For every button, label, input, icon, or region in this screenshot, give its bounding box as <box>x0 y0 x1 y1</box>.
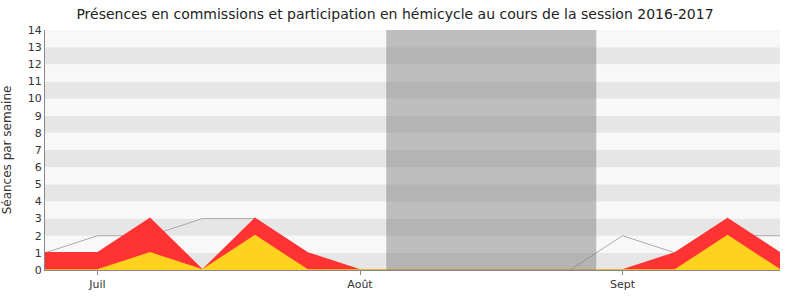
svg-text:9: 9 <box>35 110 42 123</box>
svg-text:8: 8 <box>35 127 42 140</box>
svg-text:Séances par semaine: Séances par semaine <box>0 86 14 215</box>
svg-text:4: 4 <box>35 195 42 208</box>
svg-text:10: 10 <box>28 92 42 105</box>
svg-text:6: 6 <box>35 161 42 174</box>
svg-text:Août: Août <box>347 278 373 291</box>
svg-text:2: 2 <box>35 230 42 243</box>
svg-text:7: 7 <box>35 144 42 157</box>
svg-text:5: 5 <box>35 178 42 191</box>
svg-text:3: 3 <box>35 212 42 225</box>
svg-text:12: 12 <box>28 58 42 71</box>
svg-text:Présences en commissions et pa: Présences en commissions et participatio… <box>76 6 713 22</box>
svg-text:14: 14 <box>28 24 42 37</box>
svg-text:Sept: Sept <box>610 278 636 291</box>
svg-text:1: 1 <box>35 247 42 260</box>
svg-text:Juil: Juil <box>88 278 105 291</box>
svg-text:11: 11 <box>28 75 42 88</box>
svg-text:0: 0 <box>35 264 42 277</box>
svg-text:13: 13 <box>28 41 42 54</box>
